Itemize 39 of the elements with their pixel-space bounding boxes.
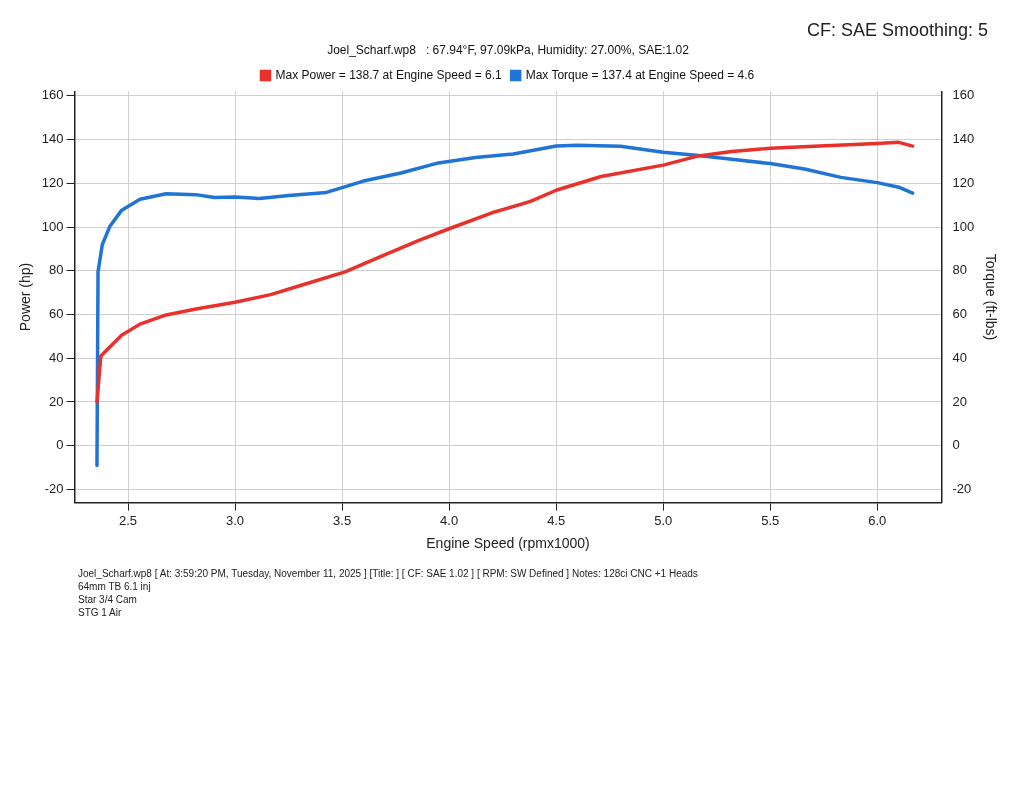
- y2-tick-label: 60: [952, 306, 967, 322]
- x-tick-label: 4.5: [547, 512, 566, 528]
- y-axis-title: Power (hp): [17, 262, 34, 332]
- text: CF: SAE Smoothing: 5: [805, 20, 989, 41]
- y2-tick-label: 100: [952, 218, 975, 234]
- y2-tick-label: 160: [952, 87, 975, 103]
- y-tick-label: 0: [56, 437, 64, 453]
- x-tick-label: 4.0: [440, 512, 459, 528]
- x-tick-label: 5.5: [761, 512, 780, 528]
- y-tick-label: 100: [41, 218, 64, 234]
- legend-title: Joel_Scharf.wp8 : 67.94°F, 97.09kPa, Humidity: 27.00%, SAE:1.02: [327, 43, 690, 58]
- y2-tick-label: 40: [952, 349, 967, 365]
- y2-tick-label: 140: [952, 131, 975, 147]
- x-tick-label: 3.5: [333, 512, 352, 528]
- x-tick-label: 5.0: [654, 512, 673, 528]
- x-axis-title: Engine Speed (rpmx1000): [426, 535, 590, 552]
- x-tick-label: 6.0: [868, 512, 887, 528]
- text: Star 3/4 Cam: [78, 593, 138, 606]
- x-tick-label: 2.5: [118, 512, 138, 528]
- y-tick-label: 140: [41, 131, 64, 147]
- y-tick-label: 60: [49, 306, 64, 322]
- y2-tick-label: 80: [952, 262, 967, 278]
- y-tick-label: 20: [49, 393, 64, 409]
- text: 64mm TB 6.1 inj: [78, 580, 152, 593]
- y2-tick-label: -20: [952, 481, 972, 497]
- y2-axis-title: Torque (ft-lbs): [982, 253, 999, 341]
- x-tick-label: 3.0: [226, 512, 245, 528]
- y-tick-label: 120: [41, 174, 64, 190]
- legend-label: Max Torque = 137.4 at Engine Speed = 4.6: [525, 67, 755, 82]
- y2-tick-label: 20: [952, 393, 967, 409]
- y-tick-label: 40: [49, 349, 64, 365]
- y-tick-label: 160: [41, 87, 64, 103]
- legend-label: Max Power = 138.7 at Engine Speed = 6.1: [275, 67, 502, 82]
- text: STG 1 Air: [78, 606, 123, 619]
- text: Joel_Scharf.wp8 [ At: 3:59:20 PM, Tuesday, November 11, 2025 ] [Title: ] [ CF: SAE 1.02 ] [ RPM: SW Defined ] Notes: 128ci CNC +1 Heads: [78, 567, 699, 580]
- y2-tick-label: 0: [952, 437, 960, 453]
- y-tick-label: 80: [49, 262, 64, 278]
- y2-tick-label: 120: [952, 174, 975, 190]
- y-tick-label: -20: [44, 481, 64, 497]
